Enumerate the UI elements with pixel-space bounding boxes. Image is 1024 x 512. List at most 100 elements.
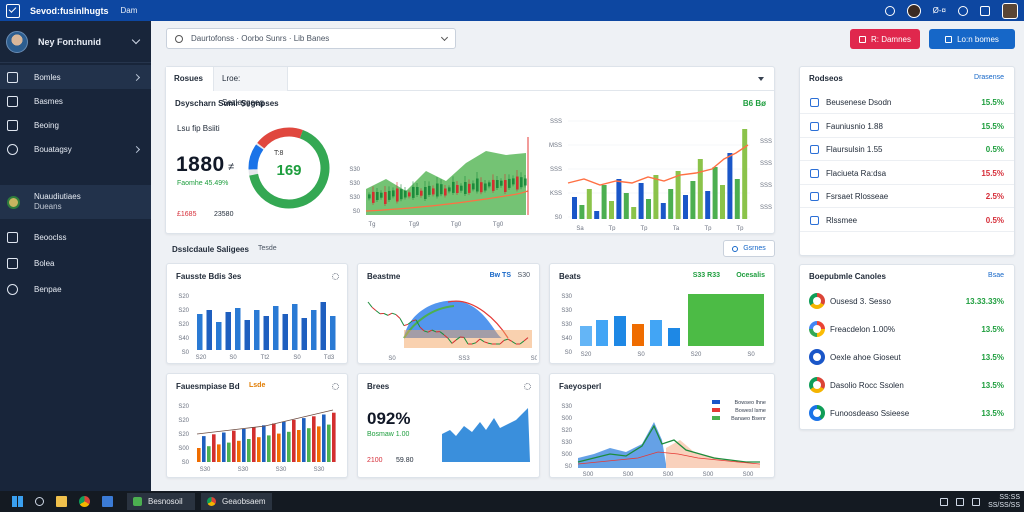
list-item[interactable]: Funoosdeaso Ssieese 13.5% (800, 400, 1014, 428)
network-icon[interactable] (940, 497, 949, 506)
candle-body (404, 190, 407, 198)
browser-icon (809, 293, 825, 309)
price-segment (427, 329, 433, 333)
source-list-card: Boepubmle Canoles Bsae Ousesd 3. Sesso 13… (799, 264, 1015, 430)
list-item[interactable]: Dasolio Rocc Ssolen 13.5% (800, 372, 1014, 400)
bar (287, 431, 291, 462)
gauge-blue-arc (248, 144, 264, 170)
search-icon (175, 34, 183, 43)
settings-icon[interactable] (332, 383, 339, 390)
windows-start-icon[interactable] (12, 496, 23, 507)
candle-body (456, 185, 459, 193)
x-tick-label: S00 (703, 472, 714, 476)
bar (322, 414, 326, 462)
list-item[interactable]: Fauniusnio 1.88 15.5% (800, 115, 1014, 138)
list-item[interactable]: Flaciueta Ra:dsa 15.5% (800, 162, 1014, 185)
sidebar-item-2[interactable]: Basmes (0, 89, 151, 113)
x-tick-label: Tp (736, 226, 744, 231)
list-item[interactable]: Ousesd 3. Sesso 13.33.33% (800, 288, 1014, 316)
chevron-down-icon[interactable] (131, 35, 141, 45)
list-item[interactable]: Flaursulsin 1.55 0.5% (800, 138, 1014, 161)
sidebar-item-label: Basmes (34, 96, 63, 106)
price-segment (443, 334, 449, 339)
list-item[interactable]: Fsrsaet Rlosseae 2.5% (800, 185, 1014, 208)
price-segment (387, 312, 393, 316)
caret-down-icon[interactable] (758, 77, 764, 81)
y-tick-label: S30 (561, 440, 572, 446)
list-item[interactable]: Oexle ahoe Gioseut 13.5% (800, 344, 1014, 372)
price-segment (463, 337, 469, 345)
sidebar-item-4[interactable]: Bouatagsy (0, 137, 151, 161)
store-icon[interactable] (102, 496, 113, 507)
list-item[interactable]: Freacdelon 1.00% 13.5% (800, 316, 1014, 344)
tab-1[interactable]: Rosues (166, 67, 214, 91)
bar (586, 189, 592, 219)
taskbar-app-label: Besnosoil (148, 497, 183, 506)
bar (206, 310, 212, 350)
battery-icon[interactable] (972, 497, 981, 506)
help-icon[interactable] (958, 5, 968, 16)
user-menu-label[interactable]: Ø-¤ (932, 6, 946, 15)
settings-icon[interactable] (524, 383, 531, 390)
volume-icon[interactable] (956, 497, 965, 506)
taskbar-app-2[interactable]: Geaobsaem (201, 493, 272, 510)
profile-avatar[interactable] (1002, 2, 1018, 19)
sidebar-item-1[interactable]: Bomles (0, 65, 151, 89)
mini-card-big-value: 092% (367, 409, 411, 428)
blue-action-button[interactable]: Lo:n bomes (929, 29, 1015, 49)
clock[interactable]: SS:SS SS/SS/SS (988, 494, 1020, 510)
source-list-link[interactable]: Bsae (988, 272, 1004, 279)
settings-icon[interactable] (884, 5, 895, 16)
section-button[interactable]: Gsrnes (723, 240, 775, 257)
bar (614, 316, 626, 346)
sidebar-item-5[interactable]: Nuaudiutiaes Dueans (0, 185, 151, 219)
area-line-chart: Bowseo lhne Bowesl lsme Banaeo Bsenr S30 S00… (561, 400, 766, 476)
price-segment (471, 342, 477, 345)
user-avatar[interactable] (906, 3, 921, 18)
bar (212, 434, 216, 462)
candle-body (492, 179, 495, 191)
mini-card-legend: S33 R33 (692, 272, 720, 279)
taskbar-app-1[interactable]: Besnosoil (127, 493, 195, 510)
red-action-button[interactable]: R: Damnes (850, 29, 920, 49)
y-tick-label: S30 (561, 322, 572, 328)
candle-body (376, 192, 379, 200)
right-list-link[interactable]: Drasense (974, 74, 1004, 81)
section-title: Dsslcdaule Saligees (172, 245, 249, 254)
candle-body (416, 187, 419, 195)
settings-icon[interactable] (332, 273, 339, 280)
sidebar-item-8[interactable]: Benpae (0, 277, 151, 301)
browser-icon[interactable] (79, 496, 90, 507)
notifications-icon[interactable] (980, 5, 990, 16)
list-item[interactable]: Rlssmee 0.5% (800, 209, 1014, 232)
bar (327, 424, 331, 462)
moving-average-line (365, 190, 529, 212)
sidebar-item-6[interactable]: Beooclss (0, 225, 151, 249)
taskbar: Besnosoil Geaobsaem SS:SS SS/SS/SS (0, 491, 1024, 512)
x-tick-label: S00 (583, 472, 594, 476)
tab-2[interactable]: Lroe: Sezlaygeeg (214, 67, 288, 107)
price-segment (395, 314, 401, 319)
folder-icon[interactable] (56, 496, 67, 507)
legend-swatch (712, 408, 720, 412)
sidebar-item-7[interactable]: Bolea (0, 251, 151, 275)
sidebar-profile[interactable]: Ney Fon:hunid (0, 21, 151, 63)
candle-body (420, 190, 423, 196)
profile-avatar-icon (6, 30, 28, 53)
list-item-label: Ousesd 3. Sesso (830, 297, 891, 306)
candle-body (448, 187, 451, 192)
search-icon[interactable] (35, 497, 44, 506)
alert-icon (858, 35, 866, 43)
list-item[interactable]: Beusenese Dsodn 15.5% (800, 91, 1014, 114)
list-item-value: 13.33.33% (965, 297, 1004, 306)
y-tick-label: SSS (550, 167, 562, 173)
chevron-down-icon[interactable] (440, 33, 449, 42)
title-bar: Sevod:fusinlhugts Dam Ø-¤ (0, 0, 1024, 21)
area-fill (404, 300, 502, 338)
bar (688, 294, 764, 346)
price-segment (367, 301, 373, 308)
mini-card-3: Beats S33 R33 Ocesalis S30 S30 S30 S40 S0 S20… (549, 263, 775, 364)
list-item-label: Dasolio Rocc Ssolen (830, 381, 904, 390)
sidebar-item-3[interactable]: Beoing (0, 113, 151, 137)
search-input[interactable]: Daurtofonss · Oorbo Sunrs · Lib Banes (166, 28, 456, 49)
